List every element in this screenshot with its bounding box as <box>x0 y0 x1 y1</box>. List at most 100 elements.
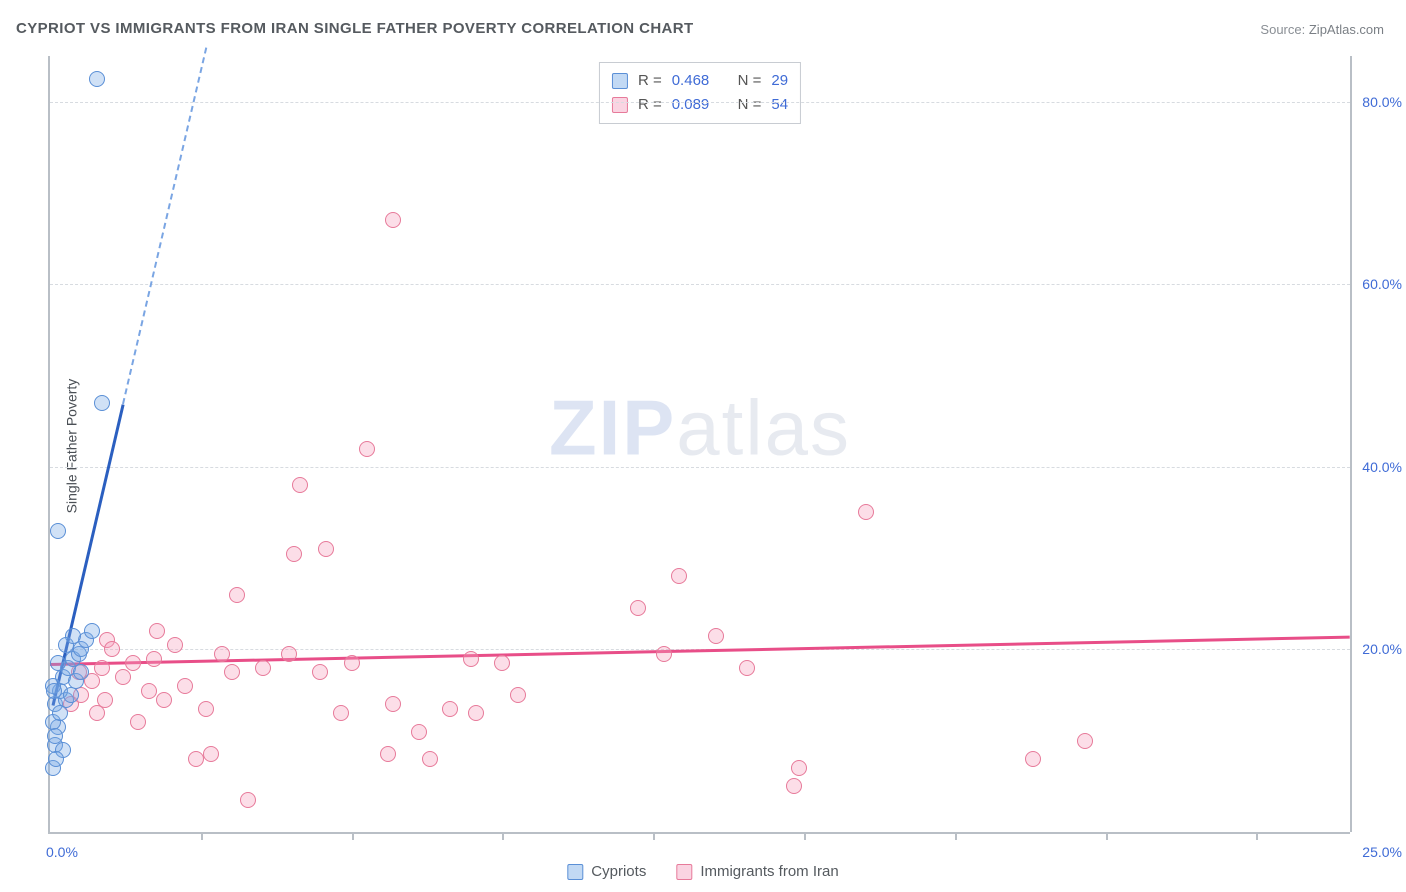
data-point <box>422 751 438 767</box>
trend-line <box>50 636 1350 666</box>
data-point <box>63 687 79 703</box>
data-point <box>281 646 297 662</box>
legend-row-iran: R = 0.089 N = 54 <box>612 93 788 117</box>
data-point <box>791 760 807 776</box>
r-value-cypriots: 0.468 <box>672 69 710 93</box>
right-axis-line <box>1350 56 1352 832</box>
data-point <box>46 683 62 699</box>
data-point <box>385 212 401 228</box>
legend-label-iran: Immigrants from Iran <box>700 863 838 880</box>
x-tick <box>1256 832 1258 840</box>
x-tick <box>653 832 655 840</box>
data-point <box>359 441 375 457</box>
source-attribution: Source: ZipAtlas.com <box>1260 22 1384 37</box>
data-point <box>671 568 687 584</box>
r-label: R = <box>638 69 662 93</box>
data-point <box>146 651 162 667</box>
n-value-iran: 54 <box>771 93 788 117</box>
data-point <box>84 623 100 639</box>
scatter-plot: ZIPatlas R = 0.468 N = 29 R = 0.089 N = … <box>48 56 1350 834</box>
swatch-pink <box>612 97 628 113</box>
data-point <box>380 746 396 762</box>
data-point <box>48 751 64 767</box>
data-point <box>94 395 110 411</box>
watermark-zip: ZIP <box>549 384 676 472</box>
source-label: Source: <box>1260 22 1305 37</box>
data-point <box>47 728 63 744</box>
gridline <box>50 284 1350 285</box>
data-point <box>1025 751 1041 767</box>
data-point <box>89 705 105 721</box>
data-point <box>468 705 484 721</box>
data-point <box>104 641 120 657</box>
x-tick <box>201 832 203 840</box>
chart-title: CYPRIOT VS IMMIGRANTS FROM IRAN SINGLE F… <box>16 20 694 37</box>
data-point <box>167 637 183 653</box>
data-point <box>286 546 302 562</box>
legend-item-iran: Immigrants from Iran <box>676 863 838 880</box>
y-tick-label: 20.0% <box>1354 641 1402 657</box>
data-point <box>656 646 672 662</box>
data-point <box>240 792 256 808</box>
data-point <box>50 655 66 671</box>
data-point <box>463 651 479 667</box>
data-point <box>510 687 526 703</box>
r-label: R = <box>638 93 662 117</box>
data-point <box>214 646 230 662</box>
source-name: ZipAtlas.com <box>1309 22 1384 37</box>
data-point <box>203 746 219 762</box>
data-point <box>97 692 113 708</box>
data-point <box>177 678 193 694</box>
swatch-pink <box>676 864 692 880</box>
data-point <box>708 628 724 644</box>
y-tick-label: 80.0% <box>1354 94 1402 110</box>
data-point <box>89 71 105 87</box>
x-tick <box>804 832 806 840</box>
data-point <box>125 655 141 671</box>
x-tick <box>502 832 504 840</box>
data-point <box>411 724 427 740</box>
data-point <box>188 751 204 767</box>
data-point <box>141 683 157 699</box>
data-point <box>333 705 349 721</box>
data-point <box>1077 733 1093 749</box>
legend-row-cypriots: R = 0.468 N = 29 <box>612 69 788 93</box>
x-axis-end-label: 25.0% <box>1354 844 1402 860</box>
data-point <box>739 660 755 676</box>
data-point <box>312 664 328 680</box>
watermark-atlas: atlas <box>676 384 851 472</box>
data-point <box>156 692 172 708</box>
legend-item-cypriots: Cypriots <box>567 863 646 880</box>
swatch-blue <box>567 864 583 880</box>
data-point <box>115 669 131 685</box>
data-point <box>130 714 146 730</box>
data-point <box>344 655 360 671</box>
series-legend: Cypriots Immigrants from Iran <box>567 863 838 880</box>
y-tick-label: 60.0% <box>1354 276 1402 292</box>
data-point <box>318 541 334 557</box>
data-point <box>229 587 245 603</box>
x-tick <box>1106 832 1108 840</box>
data-point <box>858 504 874 520</box>
legend-label-cypriots: Cypriots <box>591 863 646 880</box>
gridline <box>50 102 1350 103</box>
n-label: N = <box>738 69 762 93</box>
data-point <box>630 600 646 616</box>
data-point <box>149 623 165 639</box>
data-point <box>786 778 802 794</box>
data-point <box>198 701 214 717</box>
swatch-blue <box>612 73 628 89</box>
data-point <box>65 628 81 644</box>
x-tick <box>352 832 354 840</box>
y-tick-label: 40.0% <box>1354 459 1402 475</box>
data-point <box>224 664 240 680</box>
gridline <box>50 467 1350 468</box>
data-point <box>50 523 66 539</box>
x-tick <box>955 832 957 840</box>
n-label: N = <box>738 93 762 117</box>
data-point <box>94 660 110 676</box>
data-point <box>385 696 401 712</box>
data-point <box>73 664 89 680</box>
correlation-legend: R = 0.468 N = 29 R = 0.089 N = 54 <box>599 62 801 124</box>
data-point <box>52 705 68 721</box>
